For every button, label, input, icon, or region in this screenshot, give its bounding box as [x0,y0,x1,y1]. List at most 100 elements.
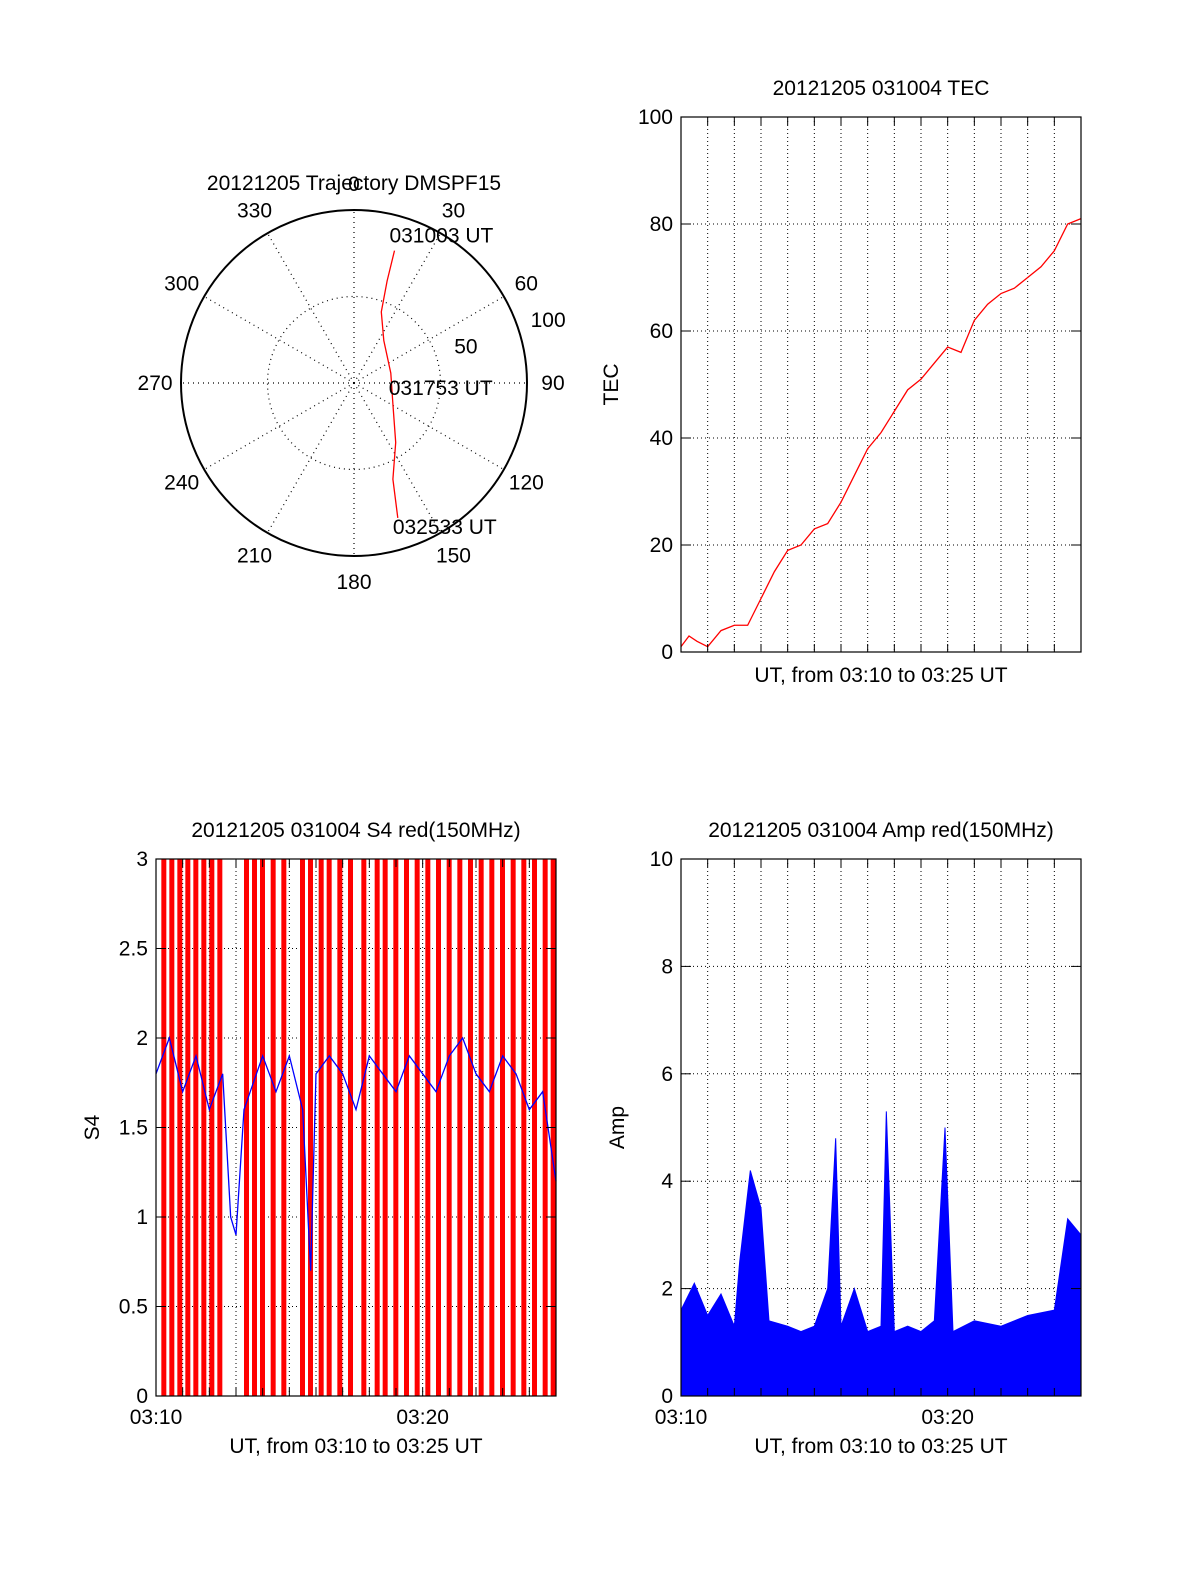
y-tick-label: 0 [136,1385,148,1408]
angle-label: 330 [237,200,272,223]
y-tick-label: 2.5 [119,938,148,961]
bar-mark [521,859,527,1396]
bar-mark [542,859,548,1396]
y-tick-label: 1 [136,1206,148,1229]
angle-label: 180 [336,571,371,594]
grid-lines [681,117,1081,652]
radial-spoke [266,232,355,384]
bar-mark [457,859,463,1396]
bar-mark [348,859,353,1396]
chart-title: 20121205 031004 S4 red(150MHz) [191,819,520,842]
plot-frame [680,858,1082,1397]
bar-mark [500,859,505,1396]
s4-chart: 20121205 031004 S4 red(150MHz) 0 0.5 1 1.5 2 2… [81,819,557,1458]
y-tick-label: 0 [661,1385,673,1408]
series-area [680,1111,1082,1397]
angle-label: 150 [436,544,471,567]
x-tick-label: 03:20 [921,1406,974,1429]
radial-spoke [203,295,355,384]
y-tick-label: 20 [650,534,673,557]
bar-mark [393,859,399,1396]
y-tick-label: 3 [136,848,148,871]
y-tick-label: 0 [661,641,673,664]
bar-mark [436,859,441,1396]
y-tick-label: 8 [661,955,673,978]
series-line [680,218,1082,648]
y-tick-label: 0.5 [119,1296,148,1319]
angle-label: 60 [515,273,538,296]
bar-mark [318,859,324,1396]
bar-mark [185,859,191,1396]
angle-label: 90 [541,372,564,395]
bar-mark [270,859,276,1396]
angle-label: 240 [164,471,199,494]
radial-label: 100 [531,309,566,332]
trajectory-time-annotation: 031003 UT [389,225,493,248]
y-tick-label: 60 [650,320,673,343]
bar-mark [281,859,287,1396]
bar-mark [446,859,452,1396]
y-axis-label: TEC [600,364,623,406]
radial-label: 50 [454,336,477,359]
amp-chart: 20121205 031004 Amp red(150MHz) 0 2 4 6 8 10 03… [606,819,1082,1458]
trajectory-time-annotation: 032533 UT [393,516,497,539]
y-tick-label: 80 [650,213,673,236]
chart-title: 20121205 Trajectory DMSPF15 [207,172,501,195]
bar-mark [361,859,367,1396]
grid-lines [156,859,556,1396]
bar-mark [337,859,343,1396]
bar-mark [425,859,431,1396]
y-axis-label: Amp [606,1106,629,1149]
bar-mark [510,859,516,1396]
bar-mark [260,859,265,1396]
outer-ring [180,209,528,557]
inner-ring [266,295,442,471]
angle-label: 210 [237,544,272,567]
bar-mark [532,859,537,1396]
series-line [155,1035,557,1271]
bar-mark [217,859,223,1396]
angle-label: 30 [442,200,465,223]
angle-label: 120 [509,471,544,494]
y-tick-label: 1.5 [119,1117,148,1140]
bar-mark [308,859,313,1396]
y-tick-label: 4 [661,1170,673,1193]
bar-mark [414,859,420,1396]
bar-mark [209,859,215,1396]
bar-mark [489,859,495,1396]
angle-label: 300 [164,273,199,296]
x-axis-label: UT, from 03:10 to 03:25 UT [229,1435,482,1458]
x-tick-label: 03:10 [655,1406,708,1429]
radial-spoke [353,295,505,384]
x-tick-label: 03:10 [130,1406,183,1429]
y-tick-label: 10 [650,848,673,871]
plot-frame [680,116,1082,653]
y-axis-label: S4 [81,1114,104,1140]
bar-mark [404,859,409,1396]
radial-spoke [353,232,442,384]
radial-spoke [203,382,355,471]
angle-label: 270 [138,372,173,395]
x-tick-label: 03:20 [396,1406,449,1429]
angle-label: 0 [348,173,360,196]
y-tick-label: 2 [136,1027,148,1050]
chart-title: 20121205 031004 Amp red(150MHz) [708,819,1054,842]
bar-mark [193,859,199,1396]
y-tick-label: 40 [650,427,673,450]
y-tick-label: 100 [638,106,673,129]
chart-title: 20121205 031004 TEC [773,77,990,100]
bar-mark [382,859,388,1396]
tec-line-chart: 20121205 031004 TEC 0 20 40 60 80 100 UT, from … [600,77,1082,687]
bar-mark [201,859,207,1396]
bar-mark [177,859,183,1396]
bar-mark [478,859,484,1396]
bar-mark [468,859,473,1396]
y-tick-label: 2 [661,1278,673,1301]
trajectory-line [380,250,399,518]
y-tick-label: 6 [661,1063,673,1086]
bar-mark [374,859,380,1396]
trajectory-time-annotation: 031753 UT [389,377,493,400]
x-axis-label: UT, from 03:10 to 03:25 UT [754,1435,1007,1458]
